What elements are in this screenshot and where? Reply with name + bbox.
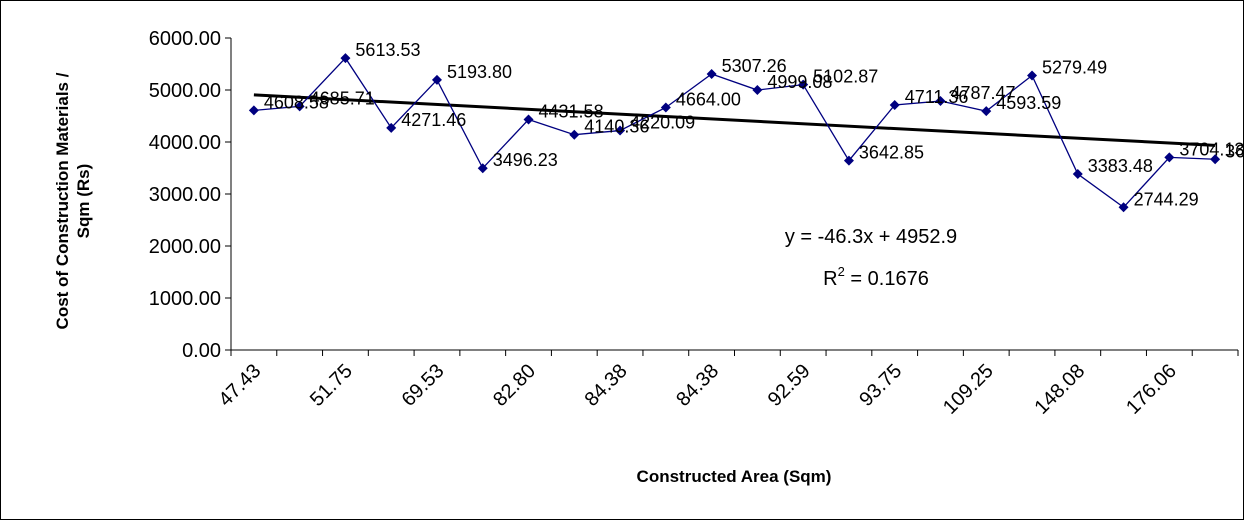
data-point — [843, 155, 854, 166]
x-tick-label: 84.38 — [672, 360, 723, 411]
data-label: 4140.36 — [584, 117, 649, 137]
data-point — [1027, 70, 1038, 81]
data-point — [386, 122, 397, 133]
data-label: 5613.53 — [355, 40, 420, 60]
data-point — [706, 69, 717, 80]
y-tick-label: 2000.00 — [149, 236, 221, 258]
data-label: 4271.46 — [401, 110, 466, 130]
data-point — [798, 79, 809, 90]
data-label: 5279.49 — [1042, 57, 1107, 77]
data-label: 4593.59 — [996, 93, 1061, 113]
y-axis-title-line-1: Cost of Construction Materials / — [53, 72, 72, 329]
data-label: 4685.71 — [310, 88, 375, 108]
data-label: 4711.36 — [905, 87, 969, 107]
y-tick-label: 6000.00 — [149, 28, 221, 50]
y-tick-label: 3000.00 — [149, 184, 221, 206]
x-tick-label: 176.06 — [1122, 360, 1181, 419]
series-group — [248, 53, 1221, 213]
data-label: 5307.26 — [722, 56, 787, 76]
trendline-equation: y = -46.3x + 4952.9 — [785, 226, 957, 248]
data-point — [340, 53, 351, 64]
data-point — [935, 96, 946, 107]
data-label: 3642.85 — [859, 143, 924, 163]
x-tick-label: 51.75 — [306, 360, 357, 411]
series-line — [253, 57, 1216, 209]
data-label: 4787.47 — [950, 83, 1015, 103]
data-label: 4220.09 — [630, 113, 695, 133]
data-label: 5102.87 — [813, 67, 878, 87]
y-tick-label: 1000.00 — [149, 288, 221, 310]
data-point — [569, 129, 580, 140]
x-tick-label: 93.75 — [855, 360, 906, 411]
x-tick-label: 84.38 — [581, 360, 632, 411]
data-point — [477, 163, 488, 174]
data-point — [1164, 152, 1175, 163]
data-label: 2744.29 — [1134, 189, 1199, 209]
data-point — [1118, 202, 1129, 213]
x-tick-label: 82.80 — [489, 360, 540, 411]
data-point — [752, 85, 763, 96]
data-point — [660, 102, 671, 113]
data-label: 4999.08 — [767, 72, 832, 92]
data-point — [523, 114, 534, 125]
data-label: 3704.13 — [1179, 139, 1244, 159]
x-tick-label: 47.43 — [214, 360, 265, 411]
y-tick-label: 4000.00 — [149, 132, 221, 154]
data-label: 3667.76 — [1225, 141, 1244, 161]
data-label: 3383.48 — [1088, 156, 1153, 176]
data-point — [431, 74, 442, 85]
trendline-r-squared: R2 = 0.1676 — [823, 264, 929, 290]
data-point — [1210, 154, 1221, 165]
y-axis-title-line-2: Sqm (Rs) — [74, 164, 93, 239]
data-label: 4664.00 — [676, 89, 741, 109]
data-label: 4608.58 — [264, 92, 329, 112]
y-tick-label: 5000.00 — [149, 80, 221, 102]
data-label: 5193.80 — [447, 62, 512, 82]
data-point — [889, 100, 900, 111]
data-point — [248, 105, 259, 116]
x-tick-label: 109.25 — [939, 360, 998, 419]
data-point — [1072, 169, 1083, 180]
data-point — [981, 106, 992, 117]
x-tick-label: 92.59 — [764, 360, 815, 411]
x-axis-title: Constructed Area (Sqm) — [637, 467, 832, 486]
data-label: 3496.23 — [493, 150, 558, 170]
data-point — [294, 101, 305, 112]
data-label: 4431.58 — [539, 102, 604, 122]
y-tick-label: 0.00 — [182, 340, 221, 362]
x-tick-label: 69.53 — [398, 360, 449, 411]
x-tick-label: 148.08 — [1031, 360, 1090, 419]
